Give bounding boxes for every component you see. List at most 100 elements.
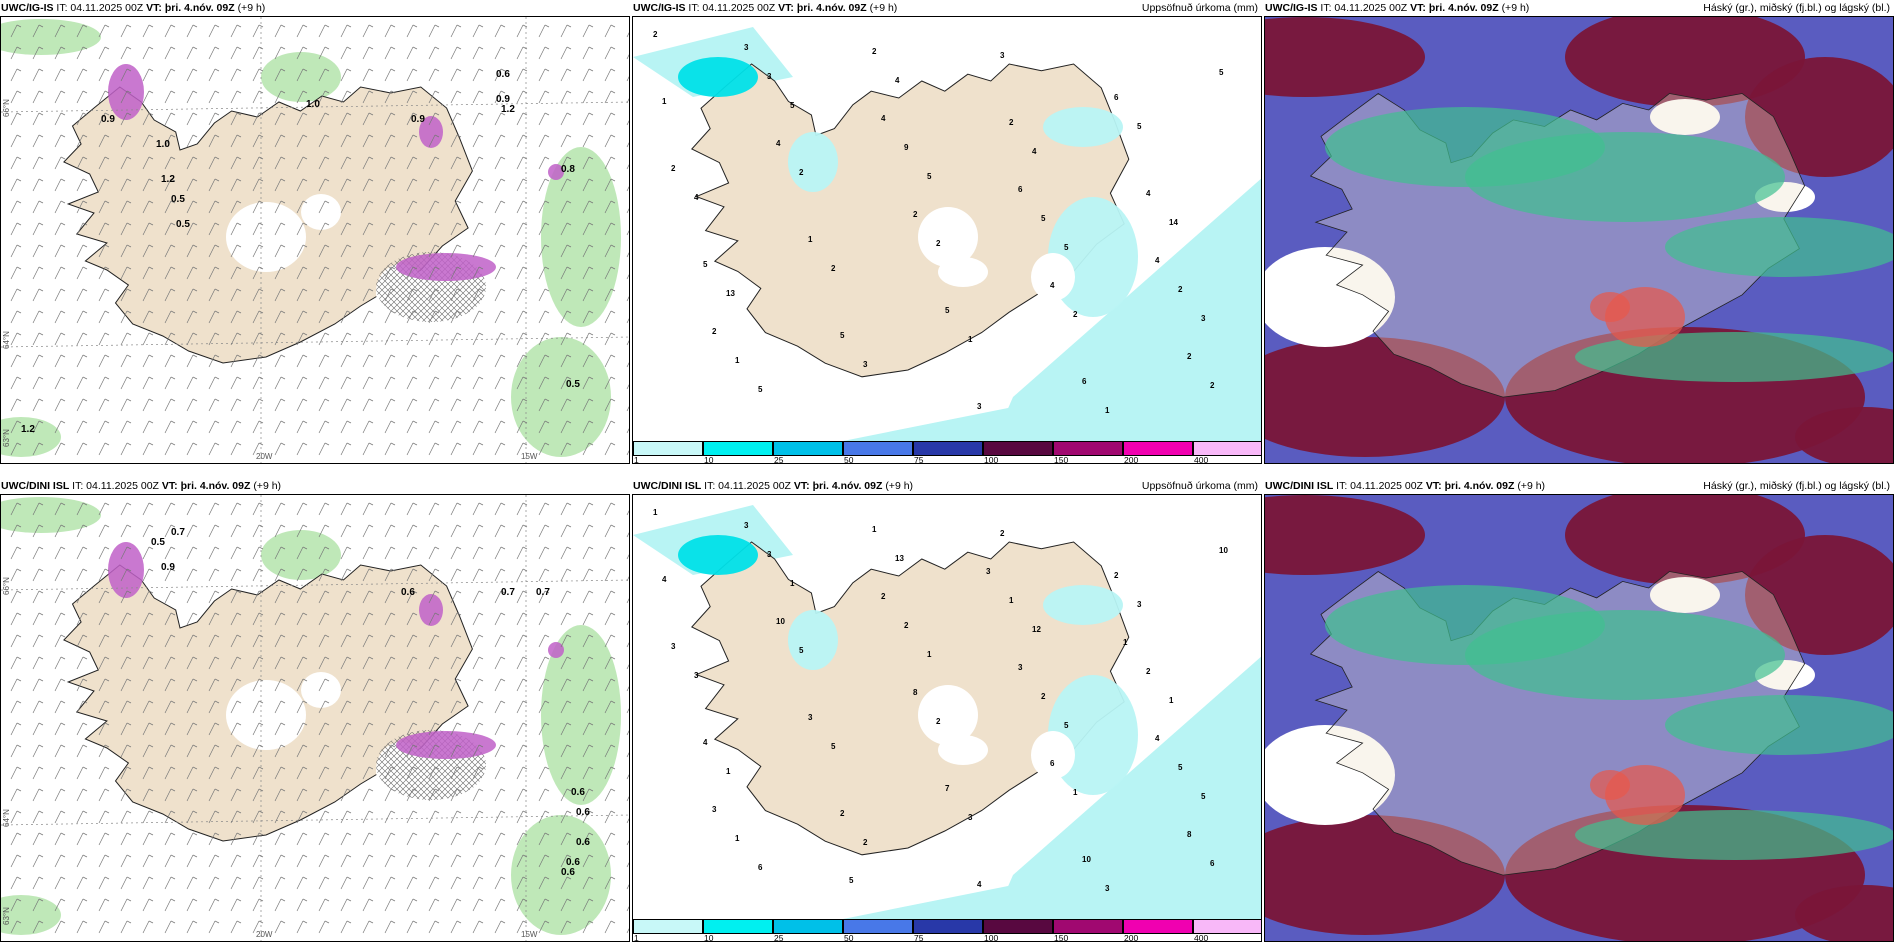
wind-barb	[494, 876, 506, 890]
wind-barb	[428, 832, 440, 846]
precip-value-label: 2	[1073, 310, 1078, 319]
precip-value-label: 5	[1219, 68, 1224, 77]
wind-barb	[186, 310, 198, 324]
wind-barb	[494, 288, 506, 302]
wind-barb	[230, 90, 242, 104]
wind-barb	[98, 420, 110, 434]
wind-barb	[54, 244, 66, 258]
wind-barb	[76, 722, 88, 736]
wind-barb	[252, 744, 264, 758]
wind-barb	[208, 590, 220, 604]
wind-barb	[10, 178, 22, 192]
wind-barb	[560, 332, 572, 346]
heavy-precip-area	[419, 594, 443, 626]
precip-value-label: 3	[712, 805, 717, 814]
wind-barb	[54, 656, 66, 670]
wind-barb	[32, 134, 44, 148]
wind-barb	[318, 722, 330, 736]
high-cloud-area	[1265, 17, 1425, 97]
wind-barb	[274, 568, 286, 582]
wind-barb	[296, 590, 308, 604]
precip-value-label: 5	[1064, 721, 1069, 730]
wind-barb	[406, 156, 418, 170]
wind-barb	[164, 546, 176, 560]
wind-barb	[274, 700, 286, 714]
longitude-tick-label: 20W	[256, 452, 273, 461]
wind-barb	[252, 376, 264, 390]
wind-barb	[76, 332, 88, 346]
wind-barb	[252, 354, 264, 368]
wind-barb	[494, 134, 506, 148]
precip-value-label: 12	[1032, 625, 1041, 634]
wind-barb	[384, 398, 396, 412]
wind-barb	[560, 590, 572, 604]
precip-value-label: 3	[1201, 314, 1206, 323]
wind-barb	[626, 862, 629, 868]
wind-barb	[164, 354, 176, 368]
wind-barb	[604, 722, 616, 736]
wind-barb	[164, 898, 176, 912]
wind-barb	[340, 244, 352, 258]
wind-barb	[428, 766, 440, 780]
colorbar-label: 200	[1124, 933, 1139, 942]
wind-barb	[296, 832, 308, 846]
wind-barb	[230, 568, 242, 582]
wind-barb	[582, 156, 594, 170]
wind-barb	[494, 744, 506, 758]
wind-barb	[54, 898, 66, 912]
wind-barb	[120, 700, 132, 714]
wind-barb	[252, 310, 264, 324]
wind-barb	[186, 810, 198, 824]
wind-barb	[120, 222, 132, 236]
wind-barb	[604, 332, 616, 346]
wind-barb	[208, 854, 220, 868]
precip-value-label: 1	[808, 235, 813, 244]
wind-barb	[296, 766, 308, 780]
wind-barb	[516, 656, 528, 670]
wind-barb	[494, 332, 506, 346]
precip-value-label: 1	[872, 525, 877, 534]
wind-barb	[428, 612, 440, 626]
wind-barb	[626, 730, 629, 736]
wind-barb	[560, 568, 572, 582]
wind-barb	[516, 244, 528, 258]
precip-value-label: 4	[1050, 281, 1055, 290]
glacier	[938, 735, 988, 765]
wind-barb	[10, 288, 22, 302]
wind-barb	[450, 766, 462, 780]
wind-barb	[450, 178, 462, 192]
wind-barb	[76, 502, 88, 516]
wind-barb	[32, 524, 44, 538]
wind-barb	[516, 24, 528, 38]
wind-barb	[208, 832, 220, 846]
mid-cloud-area	[1665, 695, 1893, 755]
precip-value-label: 3	[1018, 663, 1023, 672]
wind-barb	[120, 766, 132, 780]
wind-barb	[384, 678, 396, 692]
wind-value-label: 0.6	[401, 587, 415, 598]
wind-barb	[538, 766, 550, 780]
wind-barb	[10, 332, 22, 346]
wind-barb	[318, 766, 330, 780]
wind-barb	[340, 920, 352, 934]
wind-barb	[208, 354, 220, 368]
wind-barb	[142, 46, 154, 60]
wind-barb	[582, 90, 594, 104]
wind-barb	[186, 832, 198, 846]
wind-barb	[406, 612, 418, 626]
wind-barb	[98, 244, 110, 258]
wind-barb	[384, 656, 396, 670]
wind-barb	[296, 744, 308, 758]
wind-barb	[230, 876, 242, 890]
wind-barb	[560, 524, 572, 538]
wind-barb	[296, 288, 308, 302]
wind-barb	[208, 178, 220, 192]
wind-barb	[274, 134, 286, 148]
wind-barb	[98, 332, 110, 346]
wind-barb	[10, 590, 22, 604]
high-cloud-area	[1745, 535, 1893, 655]
wind-barb	[560, 502, 572, 516]
wind-barb	[230, 398, 242, 412]
wind-barb	[208, 266, 220, 280]
wind-barb	[54, 854, 66, 868]
